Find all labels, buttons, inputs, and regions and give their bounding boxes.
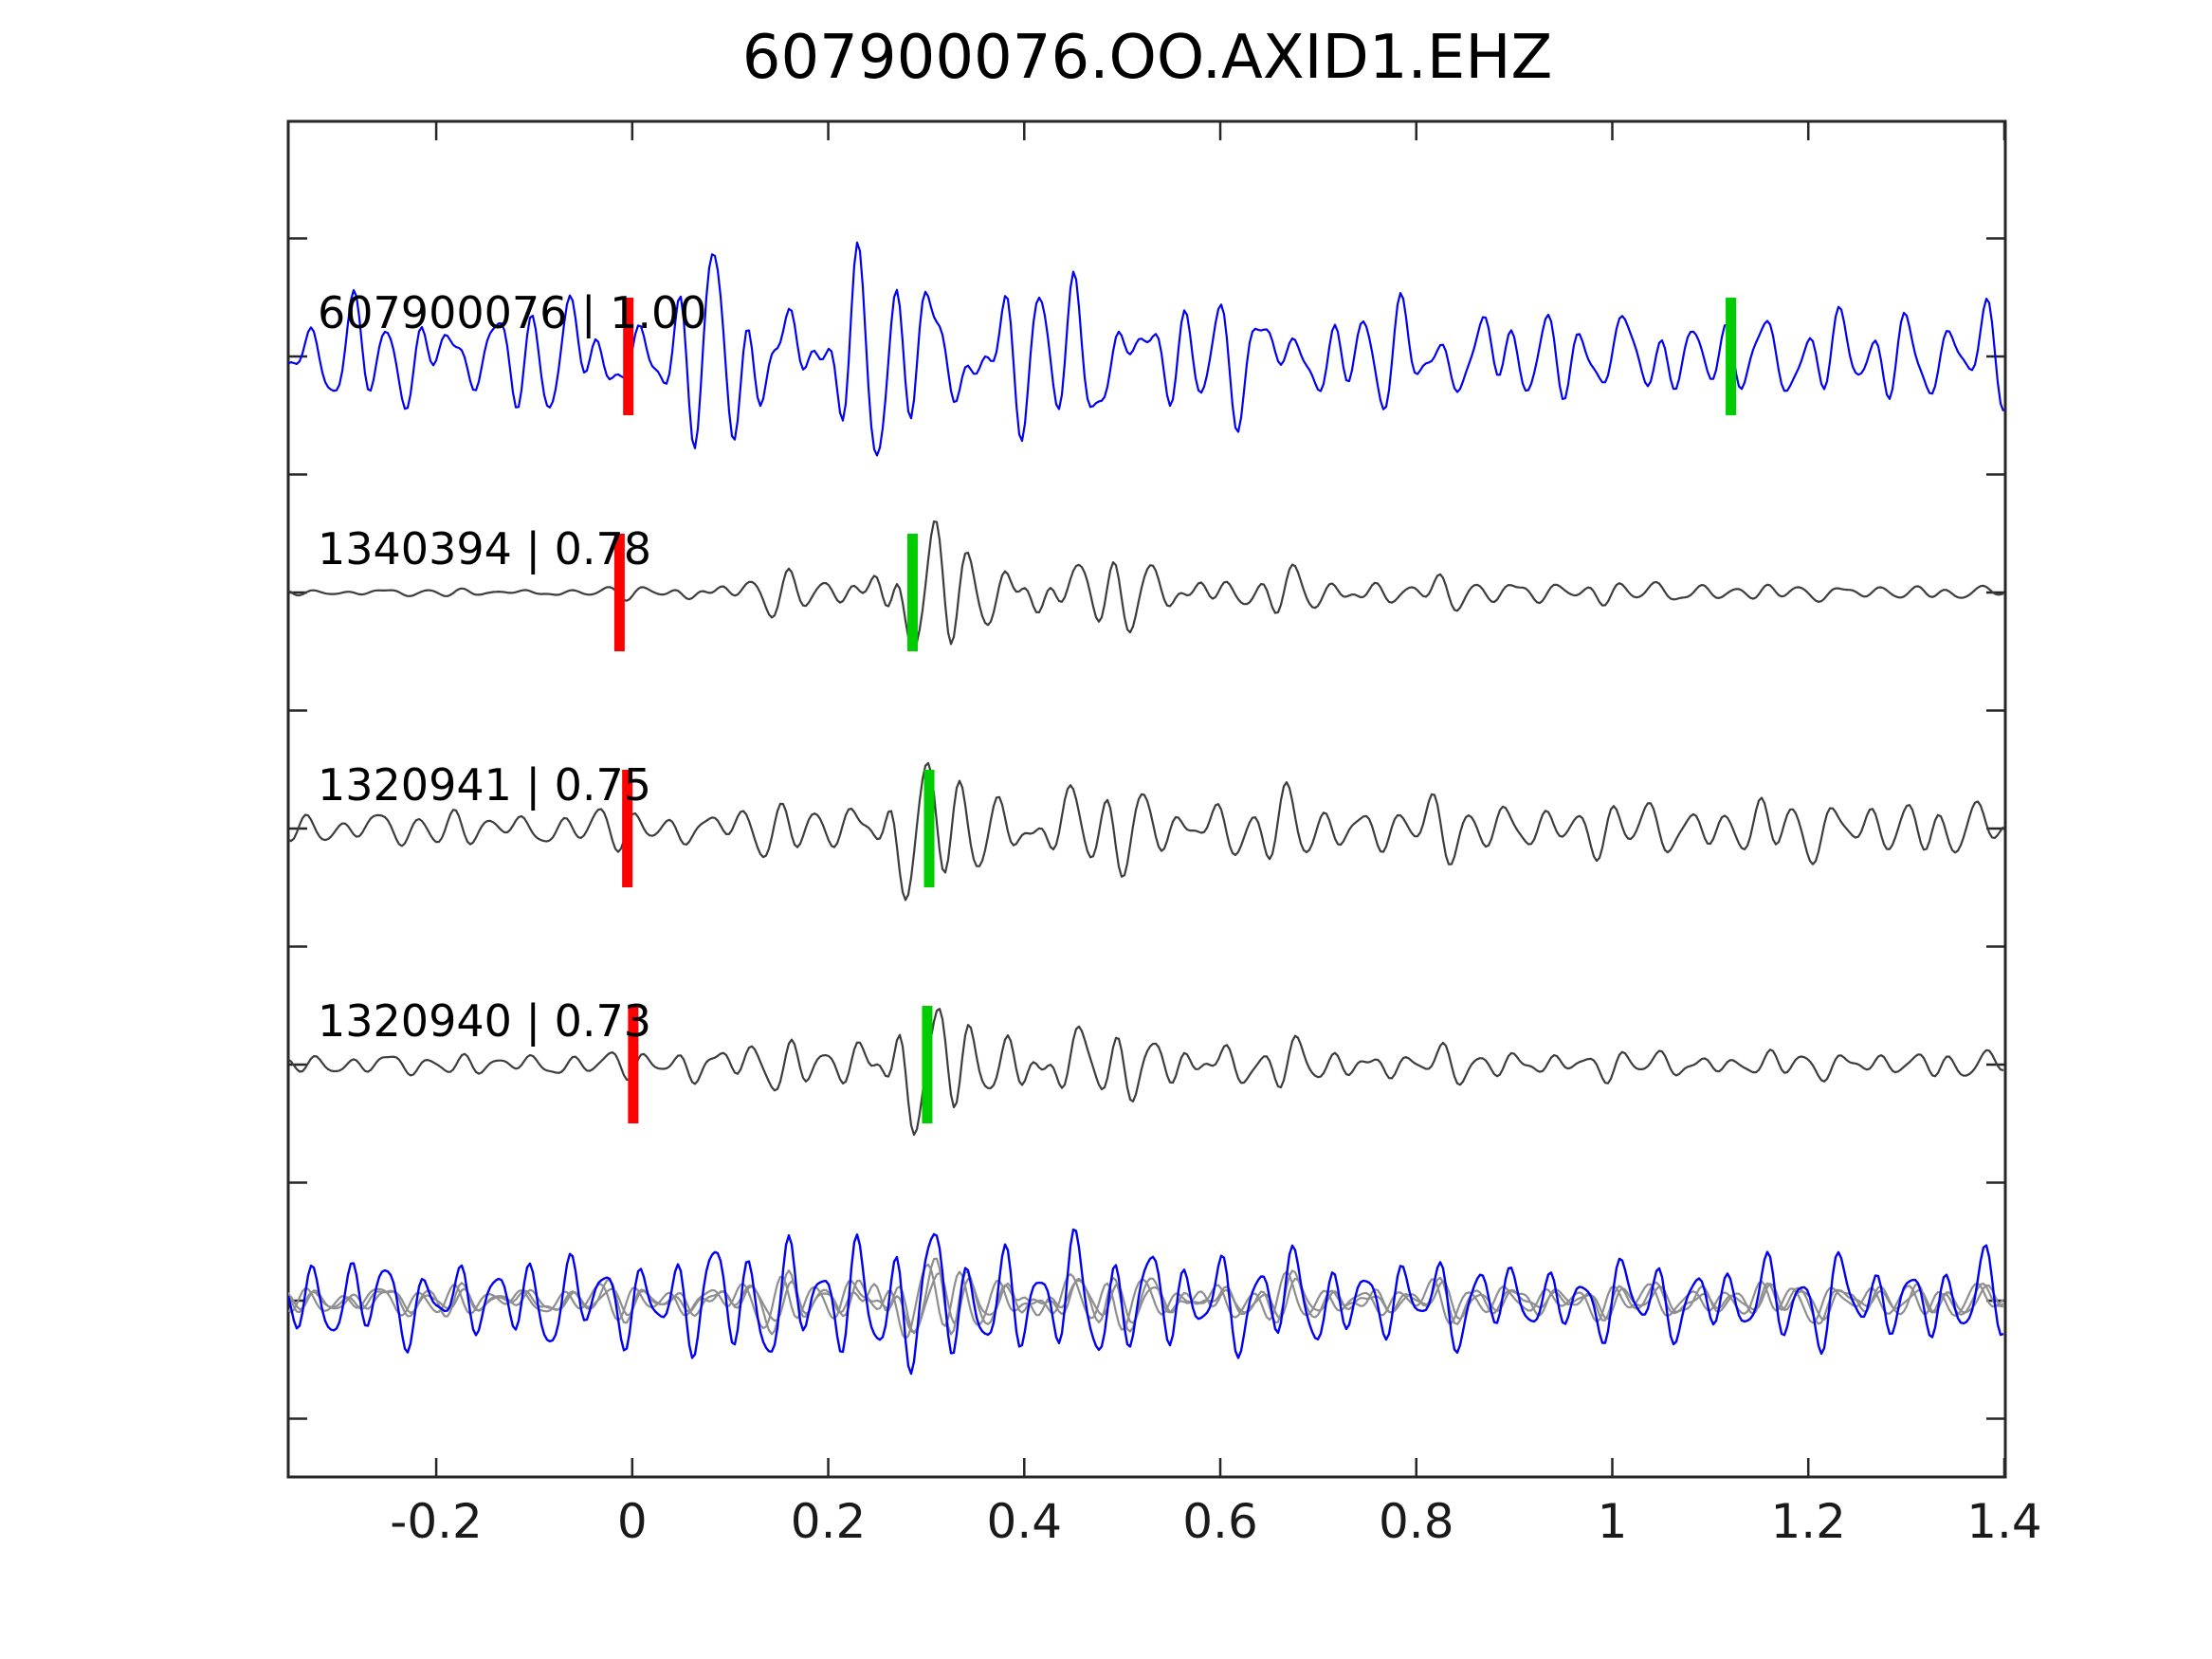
pick-marker-green-1320941 (923, 770, 935, 887)
pick-marker-green-1320940 (922, 1006, 933, 1123)
trace-label-1320941: 1320941 | 0.75 (318, 759, 651, 811)
trace-line-607900076 (288, 241, 2005, 457)
chart-title: 607900076.OO.AXID1.EHZ (742, 23, 1553, 93)
x-tick-label: 1.4 (1966, 1494, 2042, 1549)
pick-marker-green-1340394 (906, 534, 918, 651)
pick-marker-red-1320940 (628, 1006, 639, 1123)
trace-label-607900076: 607900076 | 1.00 (318, 287, 707, 339)
x-tick-label: 0 (617, 1494, 648, 1549)
pick-marker-red-1320941 (622, 770, 633, 887)
trace-line-overlay-blue (288, 1228, 2004, 1376)
trace-line-1340394 (288, 520, 2004, 650)
pick-marker-green-607900076 (1726, 298, 1737, 415)
trace-line-1320940 (288, 1007, 2004, 1137)
trace-line-1320941 (288, 761, 2004, 902)
trace-label-1320940: 1320940 | 0.73 (318, 995, 651, 1048)
x-tick-label: 0.4 (987, 1494, 1063, 1549)
x-tick-label: 0.2 (791, 1494, 867, 1549)
trace-line-overlay-gray-3 (288, 1271, 2004, 1335)
x-tick-label: 1 (1598, 1494, 1628, 1549)
trace-line-overlay-gray-2 (288, 1263, 2004, 1340)
x-tick-label: 0.8 (1379, 1494, 1454, 1549)
x-tick-label: 1.2 (1770, 1494, 1846, 1549)
plot-border (286, 119, 2007, 1479)
x-tick-label: -0.2 (390, 1494, 483, 1549)
trace-label-1340394: 1340394 | 0.78 (318, 523, 651, 575)
pick-marker-red-1340394 (613, 534, 625, 651)
pick-marker-red-607900076 (623, 298, 634, 415)
x-tick-label: 0.6 (1182, 1494, 1258, 1549)
